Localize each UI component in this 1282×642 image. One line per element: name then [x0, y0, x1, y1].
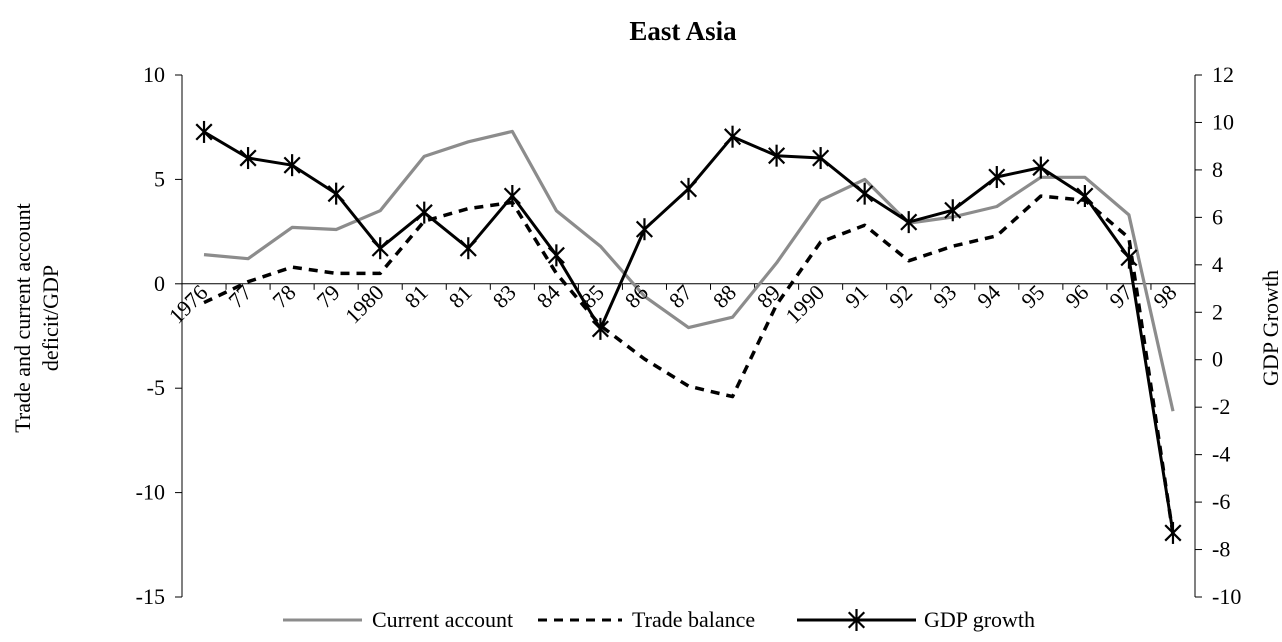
x-tick-label: 93 — [928, 280, 961, 313]
x-tick-label: 1980 — [340, 280, 389, 329]
x-tick-label: 77 — [223, 280, 256, 313]
series-layer — [195, 120, 1182, 544]
gdp-growth-point-marker — [239, 147, 257, 170]
y-right-tick-label: -10 — [1212, 584, 1241, 609]
gdp-growth-point-marker — [503, 185, 521, 208]
y-right-tick-label: -6 — [1212, 489, 1230, 514]
gdp-growth-point-marker — [327, 182, 345, 205]
x-tick-label: 85 — [576, 280, 609, 313]
x-tick-label: 91 — [840, 280, 873, 313]
y-left-tick-label: -15 — [136, 584, 165, 609]
y-right-tick-label: 10 — [1212, 109, 1234, 134]
gdp-growth-point-marker — [283, 154, 301, 177]
x-tick-label: 98 — [1148, 280, 1181, 313]
x-tick-label: 78 — [267, 280, 300, 313]
gdp-growth-point-marker — [1164, 521, 1182, 544]
legend-label: Current account — [372, 607, 513, 632]
x-tick-label: 83 — [488, 280, 521, 313]
gdp-growth-point-marker — [1120, 246, 1138, 269]
gdp-growth-point-marker — [900, 211, 918, 234]
gdp-growth-point-marker — [371, 237, 389, 260]
x-tick-label: 94 — [972, 280, 1005, 313]
y-right-tick-label: -8 — [1212, 537, 1230, 562]
x-tick-label: 84 — [532, 280, 565, 313]
series-line-current-account — [203, 129, 1175, 412]
gdp-growth-point-marker — [415, 201, 433, 224]
y-right-tick-label: 2 — [1212, 299, 1223, 324]
gdp-growth-point-marker — [591, 317, 609, 340]
y-left-tick-label: 5 — [154, 166, 165, 191]
y-axis-left-title-line2: deficit/GDP — [38, 265, 63, 371]
series-line-trade-balance — [203, 194, 1175, 535]
x-tick-label: 81 — [444, 280, 477, 313]
x-tick-label: 79 — [311, 280, 344, 313]
x-tick-label: 86 — [620, 280, 653, 313]
x-tick-label: 87 — [664, 280, 697, 313]
x-tick-label: 88 — [708, 280, 741, 313]
y-right-tick-label: 12 — [1212, 62, 1234, 87]
y-right-tick-label: -2 — [1212, 394, 1230, 419]
gdp-growth-point-marker — [547, 244, 565, 267]
y-right-tick-label: 0 — [1212, 347, 1223, 372]
x-tick-label: 89 — [752, 280, 785, 313]
legend-marker — [847, 609, 866, 631]
y-left-tick-label: 0 — [154, 271, 165, 296]
gdp-growth-point-marker — [459, 237, 477, 260]
gdp-growth-point-marker — [679, 177, 698, 200]
y-right-tick-label: 6 — [1212, 204, 1223, 229]
legend: Current account Trade balance GDP growth — [283, 607, 1035, 632]
legend-label: Trade balance — [632, 607, 755, 632]
gdp-growth-point-marker — [856, 182, 874, 205]
x-tick-label: 96 — [1060, 280, 1093, 313]
y-left-tick-label: -10 — [136, 480, 165, 505]
x-tick-label: 81 — [400, 280, 433, 313]
y-right-tick-label: 4 — [1212, 252, 1223, 277]
gdp-growth-point-marker — [635, 218, 654, 241]
gdp-growth-point-marker — [988, 166, 1006, 189]
y-axis-left-title-line1: Trade and current account — [10, 203, 35, 433]
y-axis-right-title: GDP Growth — [1258, 270, 1282, 386]
y-right-tick-label: 8 — [1212, 157, 1223, 182]
gdp-growth-point-marker — [1076, 185, 1094, 208]
y-right-tick-label: -4 — [1212, 442, 1230, 467]
gdp-growth-point-marker — [768, 144, 786, 167]
gdp-growth-point-marker — [812, 147, 830, 170]
x-tick-label: 95 — [1016, 280, 1049, 313]
y-left-tick-label: -5 — [147, 375, 165, 400]
gdp-growth-point-marker — [1032, 156, 1050, 179]
chart-title: East Asia — [629, 16, 737, 46]
gdp-growth-point-marker — [195, 120, 213, 143]
x-tick-label: 92 — [884, 280, 917, 313]
y-left-tick-label: 10 — [143, 62, 165, 87]
x-tick-label: 1976 — [164, 280, 213, 329]
legend-label: GDP growth — [924, 607, 1035, 632]
gdp-growth-point-marker — [944, 199, 962, 222]
gdp-growth-point-marker — [723, 125, 742, 148]
